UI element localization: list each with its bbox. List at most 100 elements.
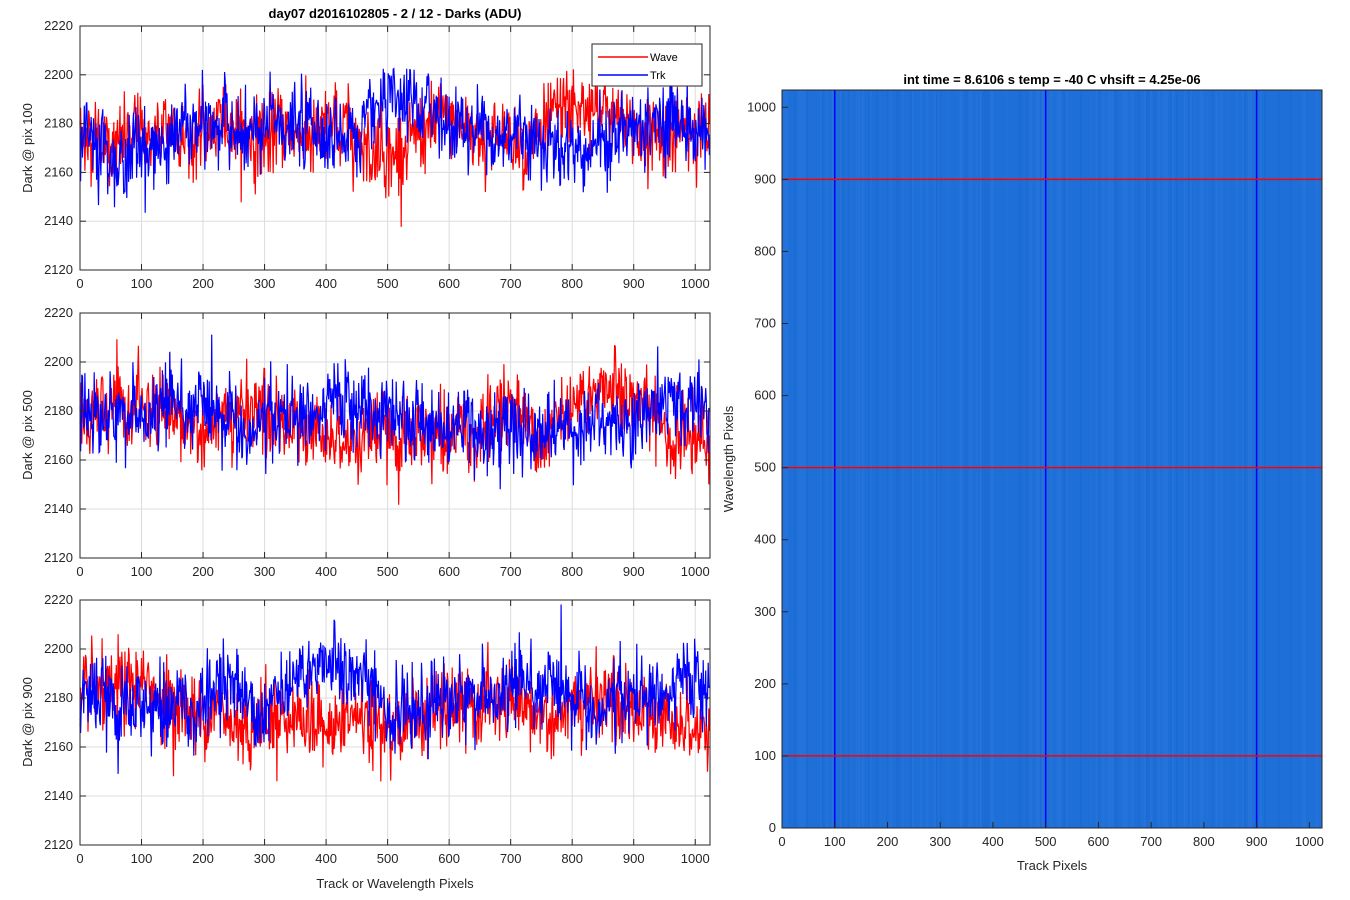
x-tick-label: 800 xyxy=(561,276,583,291)
heatmap-streak xyxy=(948,90,950,828)
heatmap-streak xyxy=(1316,90,1318,828)
heatmap-y-tick-label: 500 xyxy=(754,460,776,475)
heatmap-streak xyxy=(1184,90,1186,828)
x-tick-label: 700 xyxy=(500,276,522,291)
heatmap-title: int time = 8.6106 s temp = -40 C vhsift … xyxy=(903,72,1200,87)
heatmap-streak xyxy=(880,90,882,828)
x-tick-label: 800 xyxy=(561,851,583,866)
heatmap-streak xyxy=(840,90,842,828)
heatmap-streak xyxy=(1200,90,1202,828)
heatmap-texture xyxy=(782,90,1322,828)
heatmap-streak xyxy=(822,90,824,828)
heatmap-x-tick-label: 700 xyxy=(1140,834,1162,849)
x-tick-label: 100 xyxy=(131,851,153,866)
x-tick-label: 300 xyxy=(254,276,276,291)
x-tick-label: 700 xyxy=(500,851,522,866)
heatmap-y-label: Wavelength Pixels xyxy=(721,405,736,512)
heatmap-streak xyxy=(856,90,858,828)
heatmap-y-tick-label: 100 xyxy=(754,748,776,763)
heatmap-streak xyxy=(968,90,970,828)
heatmap-x-tick-label: 0 xyxy=(778,834,785,849)
heatmap-streak xyxy=(1188,90,1190,828)
heatmap-streak xyxy=(1064,90,1066,828)
heatmap-x-tick-label: 100 xyxy=(824,834,846,849)
heatmap-streak xyxy=(1124,90,1126,828)
x-tick-label: 500 xyxy=(377,276,399,291)
heatmap-streak xyxy=(1058,90,1060,828)
legend-label-trk: Trk xyxy=(650,70,666,82)
line-panel-pix-100: day07 d2016102805 - 2 / 12 - Darks (ADU)… xyxy=(20,6,711,291)
heatmap-streak xyxy=(804,90,806,828)
heatmap-streak xyxy=(1164,90,1166,828)
heatmap-streak xyxy=(1138,90,1140,828)
heatmap-streak xyxy=(1046,90,1048,828)
heatmap-streak xyxy=(1144,90,1146,828)
heatmap-streak xyxy=(890,90,892,828)
heatmap-streak xyxy=(1006,90,1008,828)
heatmap-y-tick-label: 800 xyxy=(754,243,776,258)
heatmap-y-tick-label: 200 xyxy=(754,676,776,691)
heatmap-streak xyxy=(1116,90,1118,828)
heatmap-streak xyxy=(1216,90,1218,828)
heatmap-streak xyxy=(896,90,898,828)
heatmap-streak xyxy=(960,90,962,828)
heatmap-streak xyxy=(842,90,844,828)
heatmap-streak xyxy=(1110,90,1112,828)
heatmap-x-tick-label: 900 xyxy=(1246,834,1268,849)
line-panel-pix-500: Dark @ pix 500 0 100 200 300 400 500 600 700 800… xyxy=(20,305,711,579)
heatmap-streak xyxy=(886,90,888,828)
x-tick-label: 900 xyxy=(623,851,645,866)
heatmap-streak xyxy=(1108,90,1110,828)
heatmap-streak xyxy=(798,90,800,828)
heatmap-x-tick-label: 1000 xyxy=(1295,834,1324,849)
legend-label-wave: Wave xyxy=(650,52,678,64)
heatmap-streak xyxy=(1250,90,1252,828)
heatmap-streak xyxy=(1176,90,1178,828)
heatmap-streak xyxy=(1248,90,1250,828)
heatmap-streak xyxy=(1040,90,1042,828)
heatmap-streak xyxy=(786,90,788,828)
heatmap-streak xyxy=(1066,90,1068,828)
heatmap-y-tick-label: 0 xyxy=(769,820,776,835)
x-tick-label: 100 xyxy=(131,564,153,579)
heatmap-streak xyxy=(868,90,870,828)
heatmap-streak xyxy=(1260,90,1262,828)
legend: Wave Trk xyxy=(591,43,703,87)
heatmap-streak xyxy=(1146,90,1148,828)
heatmap-streak xyxy=(1190,90,1192,828)
heatmap-streak xyxy=(982,90,984,828)
heatmap-streak xyxy=(800,90,802,828)
heatmap-streak xyxy=(884,90,886,828)
x-tick-label: 0 xyxy=(76,564,83,579)
heatmap-streak xyxy=(1222,90,1224,828)
heatmap-streak xyxy=(1166,90,1168,828)
heatmap-streak xyxy=(876,90,878,828)
axes-frame xyxy=(79,25,711,271)
heatmap-x-tick-label: 300 xyxy=(929,834,951,849)
heatmap-streak xyxy=(1302,90,1304,828)
heatmap-streak xyxy=(902,90,904,828)
x-tick-label: 400 xyxy=(315,564,337,579)
heatmap-streak xyxy=(946,90,948,828)
heatmap-streak xyxy=(1220,90,1222,828)
heatmap-streak xyxy=(1122,90,1124,828)
heatmap-streak xyxy=(1098,90,1100,828)
heatmap-panel: int time = 8.6106 s temp = -40 C vhsift … xyxy=(721,72,1324,873)
heatmap-streak xyxy=(980,90,982,828)
y-tick-label: 2160 xyxy=(44,452,73,467)
x-tick-label: 700 xyxy=(500,564,522,579)
y-tick-label: 2220 xyxy=(44,592,73,607)
x-tick-label: 200 xyxy=(192,564,214,579)
heatmap-streak xyxy=(1214,90,1216,828)
axes-frame xyxy=(79,599,711,846)
axes-frame xyxy=(79,312,711,559)
series-line-trk xyxy=(79,67,710,213)
heatmap-streak xyxy=(1150,90,1152,828)
heatmap-streak xyxy=(1154,90,1156,828)
heatmap-streak xyxy=(976,90,978,828)
heatmap-streak xyxy=(1228,90,1230,828)
x-tick-label: 1000 xyxy=(681,851,710,866)
heatmap-x-tick-label: 500 xyxy=(1035,834,1057,849)
heatmap-streak xyxy=(858,90,860,828)
heatmap-x-label: Track Pixels xyxy=(1017,858,1088,873)
